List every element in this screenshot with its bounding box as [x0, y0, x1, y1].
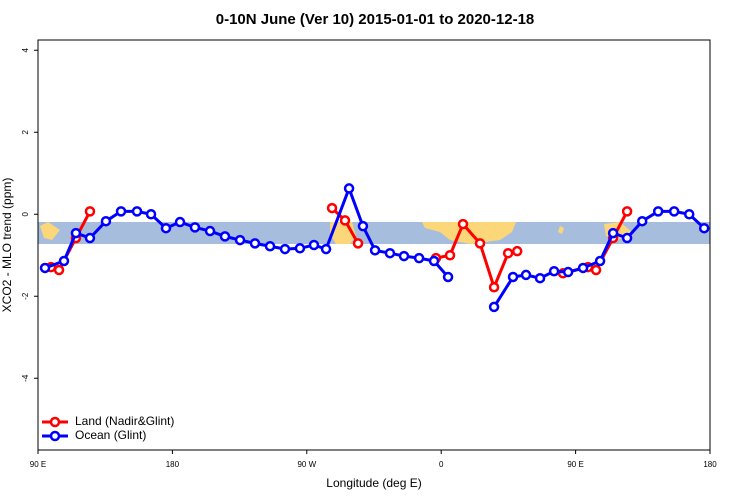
- y-tick-label: -2: [21, 292, 30, 300]
- point: [562, 266, 574, 278]
- point: [204, 225, 216, 237]
- point: [488, 281, 500, 293]
- point: [320, 243, 332, 255]
- point: [174, 216, 186, 228]
- point: [457, 218, 469, 230]
- point: [398, 250, 410, 262]
- point: [160, 222, 172, 234]
- point: [369, 245, 381, 256]
- point: [621, 206, 633, 217]
- point: [698, 222, 710, 234]
- point: [668, 206, 680, 217]
- legend-marker: [49, 416, 61, 428]
- x-tick-label: 180: [166, 460, 180, 469]
- plot-frame: [37, 39, 711, 451]
- x-tick-label: 90 E: [567, 460, 583, 469]
- point: [145, 209, 157, 220]
- point: [234, 234, 246, 246]
- y-tick-label: -4: [21, 374, 30, 382]
- point: [343, 183, 355, 194]
- point: [84, 232, 96, 244]
- point: [294, 243, 306, 254]
- point: [189, 222, 201, 233]
- point: [652, 206, 664, 217]
- land-asia: [40, 222, 60, 240]
- point: [594, 255, 606, 267]
- point: [683, 209, 695, 220]
- point: [357, 220, 369, 232]
- point: [264, 240, 276, 252]
- point: [352, 238, 364, 249]
- point: [279, 243, 291, 255]
- point: [520, 269, 532, 281]
- point: [511, 245, 523, 257]
- point: [428, 255, 440, 267]
- point: [474, 238, 486, 249]
- point: [488, 301, 500, 313]
- point: [548, 265, 560, 277]
- chart-title: 0-10N June (Ver 10) 2015-01-01 to 2020-1…: [216, 11, 535, 28]
- y-axis-label: XCO2 - MLO trend (ppm): [0, 178, 14, 313]
- point: [84, 206, 96, 217]
- point: [577, 262, 589, 274]
- x-tick-label: 180: [703, 460, 717, 469]
- legend-marker: [49, 430, 61, 442]
- point: [39, 262, 51, 274]
- point: [219, 231, 231, 242]
- x-axis-label: Longitude (deg E): [326, 476, 421, 490]
- point: [115, 206, 127, 217]
- legend-label: Land (Nadir&Glint): [75, 414, 174, 428]
- point: [308, 239, 320, 251]
- point: [326, 202, 338, 214]
- point: [413, 252, 425, 264]
- legend-label: Ocean (Glint): [75, 428, 146, 442]
- y-tick-label: 0: [21, 211, 30, 216]
- point: [249, 238, 261, 249]
- point: [53, 264, 65, 276]
- point: [444, 250, 456, 261]
- y-tick-label: 2: [21, 129, 30, 134]
- point: [339, 215, 351, 226]
- x-tick-label: 0: [439, 460, 444, 469]
- point: [58, 255, 70, 267]
- point: [507, 271, 519, 283]
- point: [70, 227, 82, 239]
- point: [502, 247, 514, 259]
- point: [100, 215, 112, 227]
- ocean-band: [38, 222, 710, 244]
- point: [534, 272, 546, 284]
- point: [442, 271, 454, 283]
- x-tick-label: 90 W: [297, 460, 316, 469]
- land-island: [558, 226, 564, 234]
- point: [590, 264, 602, 276]
- point: [607, 227, 619, 239]
- point: [131, 206, 143, 217]
- y-tick-label: 4: [21, 47, 30, 52]
- point: [636, 215, 648, 227]
- point: [384, 247, 396, 259]
- point: [621, 232, 633, 244]
- map-band: [38, 222, 710, 244]
- x-tick-label: 90 E: [30, 460, 46, 469]
